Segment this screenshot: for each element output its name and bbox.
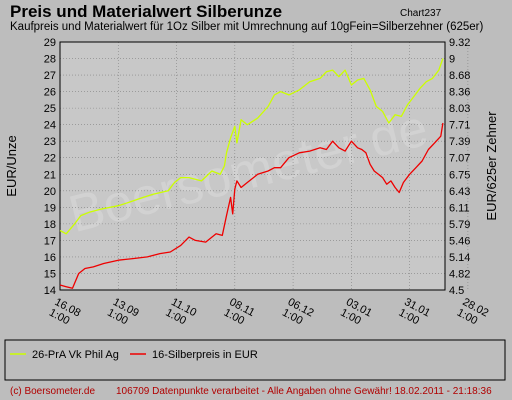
y2-tick-label: 7.39	[449, 136, 470, 148]
y2-tick-label: 9.32	[449, 37, 470, 49]
series-line-phil-ag	[59, 58, 444, 235]
legend-label: 26-PrA Vk Phil Ag	[32, 349, 119, 361]
y2-tick-label: 4.5	[449, 285, 464, 297]
x-tick-label: 28.021:00	[455, 296, 491, 330]
y-tick-label: 20	[44, 186, 56, 198]
y2-tick-label: 5.79	[449, 219, 470, 231]
legend-label: 16-Silberpreis in EUR	[152, 349, 258, 361]
footer-source[interactable]: (c) Boersometer.de	[10, 386, 96, 397]
y2-tick-label: 5.14	[449, 252, 470, 264]
x-tick-label: 16.081:00	[47, 296, 83, 330]
y2-tick-label: 8.03	[449, 103, 470, 115]
y-tick-label: 17	[44, 235, 56, 247]
y-tick-label: 28	[44, 54, 56, 66]
plot-area	[60, 42, 445, 290]
y-tick-label: 21	[44, 169, 56, 181]
y-tick-label: 24	[44, 120, 56, 132]
y-tick-label: 26	[44, 87, 56, 99]
y-tick-label: 29	[44, 37, 56, 49]
y-tick-label: 22	[44, 153, 56, 165]
y-tick-label: 16	[44, 252, 56, 264]
y-tick-label: 23	[44, 136, 56, 148]
y2-tick-label: 6.43	[449, 186, 470, 198]
y-tick-label: 14	[44, 285, 56, 297]
series-line-silberpreis	[59, 122, 444, 289]
y2-tick-label: 7.07	[449, 153, 470, 165]
chart-title: Preis und Materialwert Silberunze	[10, 2, 283, 21]
x-tick-label: 11.101:00	[163, 296, 198, 330]
chart-id: Chart237	[400, 8, 442, 19]
y-axis-label: EUR/Unze	[4, 135, 19, 196]
y-tick-label: 15	[44, 268, 56, 280]
y2-tick-label: 4.82	[449, 268, 470, 280]
x-tick-label: 03.011:00	[338, 296, 374, 330]
y2-tick-label: 6.11	[449, 202, 470, 214]
y-tick-label: 27	[44, 70, 56, 82]
legend-box	[4, 339, 506, 381]
x-tick-label: 06.121:00	[280, 296, 316, 330]
y2-tick-label: 7.71	[449, 120, 470, 132]
x-tick-label: 08.111:00	[222, 296, 257, 330]
chart-subtitle: Kaufpreis und Materialwert für 1Oz Silbe…	[10, 21, 484, 33]
y-tick-label: 25	[44, 103, 56, 115]
y2-tick-label: 8.36	[449, 87, 470, 99]
y2-tick-label: 6.75	[449, 169, 470, 181]
y2-tick-label: 8.68	[449, 70, 470, 82]
y-tick-label: 19	[44, 202, 56, 214]
y2-axis-label: EUR/625er Zehner	[484, 111, 499, 221]
x-tick-label: 13.091:00	[105, 296, 141, 330]
y2-tick-label: 5.46	[449, 235, 470, 247]
plot-frame	[59, 41, 446, 291]
y2-tick-label: 9	[449, 54, 455, 66]
footer-info: 106709 Datenpunkte verarbeitet - Alle An…	[116, 386, 492, 397]
y-tick-label: 18	[44, 219, 56, 231]
x-tick-label: 31.011:00	[397, 296, 433, 330]
